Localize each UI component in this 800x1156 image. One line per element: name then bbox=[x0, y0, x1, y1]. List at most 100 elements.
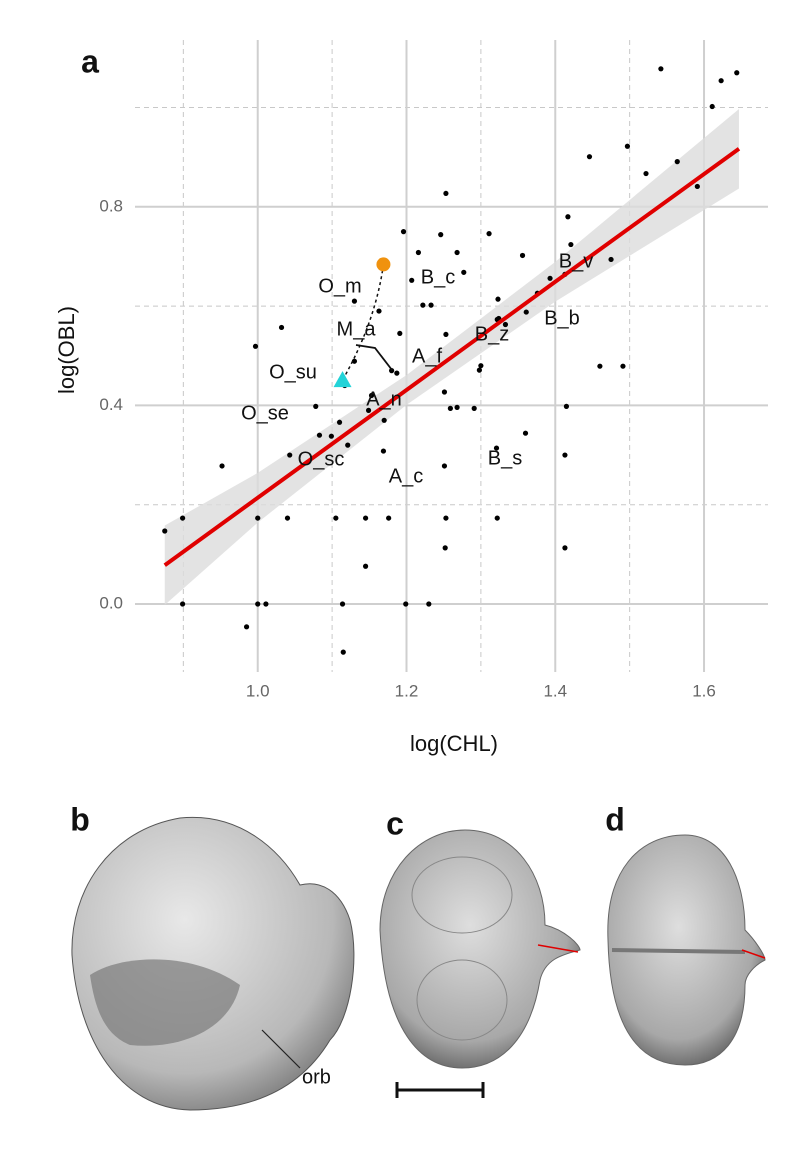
point bbox=[563, 403, 570, 409]
point bbox=[565, 214, 571, 220]
annotation: O_sc bbox=[298, 448, 345, 470]
point bbox=[376, 308, 382, 314]
brain-render bbox=[379, 829, 581, 1069]
point bbox=[351, 358, 358, 364]
point bbox=[523, 309, 529, 315]
annotation: B_z bbox=[475, 323, 509, 345]
point bbox=[694, 183, 700, 190]
y-tick-label: 0.0 bbox=[99, 593, 123, 612]
point bbox=[420, 302, 426, 308]
point bbox=[389, 368, 395, 374]
point bbox=[643, 170, 649, 177]
callout-line bbox=[261, 1029, 301, 1069]
point bbox=[403, 601, 409, 607]
measure-arrow bbox=[741, 949, 766, 959]
annotation: B_s bbox=[488, 447, 522, 469]
brain-fissure bbox=[611, 948, 746, 954]
fit-line bbox=[163, 147, 741, 567]
point bbox=[674, 159, 680, 165]
point bbox=[562, 545, 568, 551]
x-axis-title: log(CHL) bbox=[410, 731, 498, 756]
point bbox=[362, 515, 369, 521]
point bbox=[252, 343, 259, 349]
point bbox=[478, 363, 484, 369]
x-tick-label: 1.0 bbox=[246, 681, 270, 700]
point bbox=[287, 452, 293, 458]
annotation: B_c bbox=[421, 266, 455, 288]
connector bbox=[341, 264, 385, 381]
point bbox=[278, 324, 285, 331]
brain-lobe bbox=[411, 856, 513, 934]
skull-damage bbox=[90, 959, 240, 1046]
point bbox=[313, 403, 319, 409]
point bbox=[426, 601, 432, 607]
panel-label: b bbox=[70, 801, 90, 837]
point bbox=[494, 515, 500, 521]
highlight-point bbox=[376, 257, 391, 272]
point bbox=[428, 302, 434, 308]
point bbox=[365, 407, 372, 413]
annotation: O_m bbox=[318, 275, 361, 297]
point bbox=[345, 442, 351, 448]
point bbox=[441, 389, 448, 395]
point bbox=[397, 330, 403, 337]
point bbox=[495, 296, 501, 302]
point bbox=[333, 515, 339, 521]
y-axis-title: log(OBL) bbox=[54, 306, 79, 394]
y-tick-label: 0.4 bbox=[99, 395, 123, 414]
point bbox=[362, 563, 369, 569]
connector bbox=[355, 344, 393, 371]
point bbox=[568, 241, 574, 248]
point bbox=[709, 103, 715, 110]
point bbox=[547, 275, 553, 281]
point bbox=[438, 232, 444, 238]
point bbox=[180, 601, 186, 607]
point bbox=[476, 367, 482, 373]
point bbox=[447, 405, 453, 411]
point bbox=[255, 515, 261, 521]
x-tick-label: 1.2 bbox=[395, 681, 419, 700]
brain-lobe bbox=[416, 959, 508, 1041]
point bbox=[443, 190, 449, 197]
point bbox=[597, 363, 603, 369]
point bbox=[454, 404, 460, 410]
point bbox=[386, 515, 392, 521]
point bbox=[180, 515, 186, 521]
point bbox=[734, 70, 740, 76]
callout: orb bbox=[302, 1066, 331, 1088]
point bbox=[243, 624, 250, 630]
point bbox=[454, 249, 460, 256]
point bbox=[442, 545, 448, 551]
point bbox=[328, 433, 334, 439]
annotation: M_a bbox=[337, 318, 377, 340]
panel-label: c bbox=[386, 805, 404, 841]
point bbox=[502, 321, 509, 328]
panel-label: a bbox=[81, 43, 99, 79]
point bbox=[340, 649, 346, 655]
y-tick-label: 0.8 bbox=[99, 196, 123, 215]
annotation: B_v bbox=[559, 250, 593, 272]
highlight-point bbox=[333, 371, 352, 388]
point bbox=[400, 229, 407, 235]
point bbox=[415, 249, 421, 256]
panel-label: d bbox=[605, 801, 625, 837]
point bbox=[316, 432, 323, 438]
point bbox=[351, 298, 358, 304]
point bbox=[336, 419, 343, 425]
annotation: A_c bbox=[389, 465, 423, 487]
annotation: B_b bbox=[544, 307, 580, 329]
annotation: A_f bbox=[412, 345, 442, 367]
point bbox=[586, 154, 593, 160]
point bbox=[409, 277, 415, 283]
measure-arrow bbox=[537, 944, 579, 953]
annotation: O_se bbox=[241, 402, 289, 424]
point bbox=[443, 331, 449, 338]
point bbox=[620, 363, 626, 369]
point bbox=[263, 601, 269, 607]
point bbox=[624, 143, 631, 149]
point bbox=[718, 78, 724, 84]
point bbox=[519, 252, 526, 259]
point bbox=[339, 601, 346, 607]
point bbox=[608, 256, 614, 263]
